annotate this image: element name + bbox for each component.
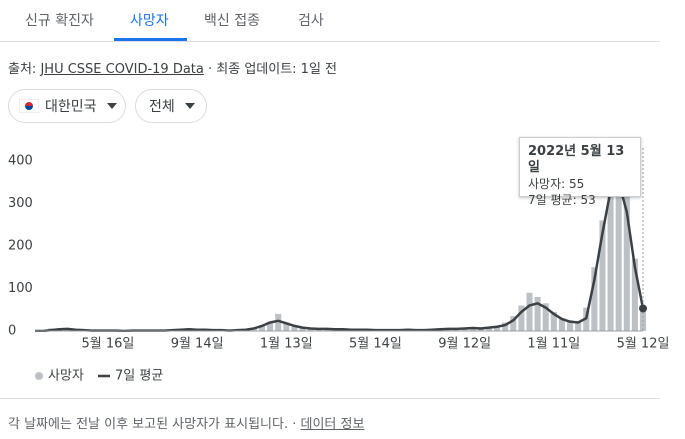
tooltip-row: 사망자: 55: [528, 176, 632, 192]
bar: [575, 322, 582, 331]
y-tick-label: 300: [8, 196, 33, 211]
bar: [558, 318, 565, 331]
bar: [275, 313, 282, 331]
tooltip: 2022년 5월 13일 사망자: 55 7일 평균: 53: [519, 137, 641, 207]
y-tick-label: 200: [8, 238, 33, 253]
tab[interactable]: 검사: [298, 13, 324, 29]
active-tab-indicator: [114, 38, 187, 41]
bar: [615, 152, 622, 331]
bar: [453, 329, 460, 331]
x-tick-label: 1월 13일: [260, 337, 313, 352]
chart: 0 100 200 300 400 5월 16일 9월 14일 1월 13일 5월 14일 9월 …: [8, 148, 670, 384]
bar: [494, 325, 501, 331]
bar: [267, 321, 274, 331]
tooltip-value: 55: [569, 177, 585, 191]
source-prefix: 출처:: [8, 62, 37, 77]
x-tick-label: 9월 14일: [171, 337, 224, 352]
tab[interactable]: 백신 접종: [204, 13, 260, 29]
tooltip-value: 53: [580, 193, 596, 207]
bar: [639, 307, 647, 331]
bar: [599, 220, 606, 331]
footer: 각 날짜에는 전날 이후 보고된 사망자가 표시됩니다. · 데이터 정보: [8, 413, 364, 432]
tooltip-date: 2022년 5월 13일: [528, 144, 625, 175]
bar: [315, 329, 322, 331]
source-suffix: · 최종 업데이트: 1일 전: [208, 62, 338, 77]
y-tick-label: 100: [8, 281, 33, 296]
x-tick-label: 5월 12일: [617, 337, 670, 352]
bar: [526, 292, 533, 331]
bar: [299, 327, 306, 331]
footer-link[interactable]: 데이터 정보: [300, 417, 365, 432]
bar: [591, 267, 598, 331]
tooltip-label: 사망자:: [528, 177, 566, 191]
legend-label: 사망자: [48, 369, 84, 384]
bar: [258, 325, 266, 331]
bar: [623, 194, 630, 331]
bar: [550, 311, 557, 331]
bar: [607, 160, 614, 331]
source-line: 출처: JHU CSSE COVID-19 Data · 최종 업데이트: 1일…: [8, 58, 337, 77]
dropdown-arrow: [106, 103, 117, 109]
bar: [542, 303, 549, 331]
tooltip-row: 7일 평균: 53: [528, 192, 632, 208]
dropdown-label: 전체: [149, 99, 175, 115]
bar: [469, 328, 476, 331]
y-tick-label: 0: [8, 324, 16, 339]
bar: [502, 322, 509, 331]
footer-text: 각 날짜에는 전날 이후 보고된 사망자가 표시됩니다. ·: [8, 417, 297, 432]
y-tick-label: 400: [8, 153, 33, 168]
bar: [631, 258, 638, 331]
bar: [518, 305, 525, 331]
legend-label: 7일 평균: [115, 369, 163, 384]
bar: [534, 296, 541, 331]
bar: [485, 327, 493, 331]
bar: [567, 320, 574, 331]
x-tick-label: 9월 12일: [438, 337, 491, 352]
x-tick-label: 5월 14일: [349, 337, 402, 352]
dropdown-arrow: [184, 103, 195, 109]
tab[interactable]: 신규 확진자: [25, 13, 94, 29]
tab[interactable]: 사망자: [130, 13, 169, 29]
flag: [19, 99, 39, 113]
bar: [510, 316, 517, 331]
country-dropdown[interactable]: 대한민국: [8, 89, 126, 123]
x-tick-label: 5월 16일: [82, 337, 135, 352]
x-tick-label: 1월 11일: [527, 337, 580, 352]
hover-dot: [639, 304, 647, 313]
tooltip-label: 7일 평균:: [528, 193, 577, 207]
dropdown-label: 대한민국: [45, 99, 97, 115]
range-dropdown[interactable]: 전체: [135, 89, 207, 123]
bar: [283, 322, 290, 331]
bar: [291, 326, 298, 331]
legend-marker: [35, 372, 43, 380]
source-link[interactable]: JHU CSSE COVID-19 Data: [40, 62, 204, 77]
divider: [0, 398, 660, 399]
tab-divider: [0, 41, 660, 42]
